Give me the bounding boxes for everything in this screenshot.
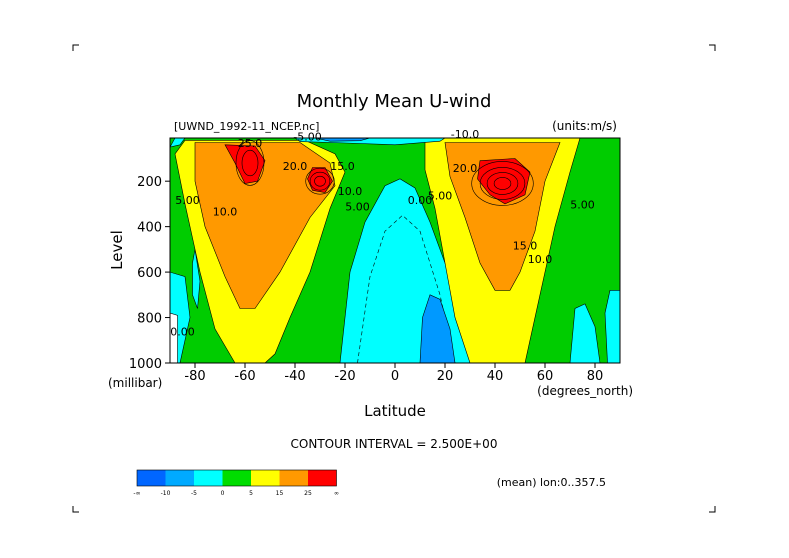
y-tick-label: 800 — [137, 312, 162, 327]
contour-label: 20.0 — [283, 160, 308, 173]
contour-label: 5.00 — [570, 198, 595, 211]
x-units-label: (degrees_north) — [537, 384, 633, 398]
isoline-north-jet — [471, 161, 534, 206]
contour-label: 0.00 — [408, 194, 433, 207]
legend-swatch — [251, 470, 280, 486]
isoline-north-jet — [486, 172, 519, 195]
contour-label: 5.00 — [175, 194, 200, 207]
y-tick-label: 400 — [137, 221, 162, 236]
x-tick-label: 60 — [537, 369, 554, 384]
legend-tick-label: ∞ — [334, 490, 339, 497]
y-axis-label: Level — [108, 230, 126, 270]
x-tick-label: -40 — [284, 369, 305, 384]
crop-mark — [72, 44, 79, 51]
isoline-north-jet — [479, 167, 526, 200]
legend-swatch — [279, 470, 308, 486]
x-axis-label: Latitude — [364, 402, 426, 420]
legend-tick-label: 25 — [304, 490, 312, 497]
legend-swatch — [308, 470, 337, 486]
isoline-north-jet — [493, 177, 512, 190]
contour-line-dashed — [357, 214, 456, 363]
isoline-south-jet — [235, 140, 265, 186]
contour-band-strong-easterly — [419, 294, 456, 363]
legend-tick-label: -10 — [161, 490, 171, 497]
dataset-label: [UWND_1992-11_NCEP.nc] — [174, 120, 319, 133]
contour-label: 20.0 — [453, 162, 478, 175]
contour-interval-text: CONTOUR INTERVAL = 2.500E+00 — [291, 437, 498, 451]
contour-label: 5.00 — [428, 189, 453, 202]
chart-title: Monthly Mean U-wind — [297, 91, 492, 112]
crop-mark — [72, 506, 79, 513]
x-tick-label: 0 — [391, 369, 399, 384]
x-tick-label: -80 — [184, 369, 205, 384]
contour-label: 15.0 — [513, 239, 538, 252]
contour-band-polar-north — [569, 303, 601, 363]
contour-label: -5.00 — [293, 130, 321, 143]
contour-label: 0.00 — [170, 326, 195, 339]
contour-band-polar-north — [604, 290, 620, 363]
y-tick-label: 600 — [137, 266, 162, 281]
legend-swatch — [194, 470, 223, 486]
legend-tick-label: 15 — [276, 490, 284, 497]
x-tick-label: -20 — [334, 369, 355, 384]
footer-note: (mean) lon:0..357.5 — [497, 476, 606, 489]
contour-label: 25.0 — [238, 137, 263, 150]
isoline-south-jet — [309, 171, 331, 191]
contour-band-upper-easterly-strong — [314, 138, 371, 142]
contour-band-jet-south-25 — [224, 144, 266, 184]
isoline-south-jet — [314, 175, 326, 187]
legend-tick-label: -5 — [191, 490, 197, 497]
contour-band-jet-south-15 — [194, 142, 336, 309]
contour-field — [170, 138, 620, 363]
legend-swatch — [165, 470, 194, 486]
contour-label: 10.0 — [528, 253, 553, 266]
contour-band-upper-polar — [170, 138, 186, 148]
contour-band-jet-south-25b — [307, 167, 333, 193]
y-tick-label: 200 — [137, 175, 162, 190]
contour-label: 5.00 — [345, 201, 370, 214]
legend-swatch — [137, 470, 166, 486]
isoline-south-jet — [241, 149, 259, 177]
crop-mark — [709, 506, 716, 513]
isoline-south-jet — [305, 167, 335, 195]
contour-label: 15.0 — [330, 160, 355, 173]
legend-swatch — [222, 470, 251, 486]
legend-tick-label: 0 — [221, 490, 225, 497]
x-tick-label: 40 — [487, 369, 504, 384]
contour-label: -10.0 — [451, 128, 479, 141]
contour-band-jet-north-15 — [444, 142, 561, 291]
x-tick-label: -60 — [234, 369, 255, 384]
y-units-label: (millibar) — [108, 376, 162, 390]
legend-tick-label: -∞ — [133, 490, 140, 497]
crop-mark — [709, 44, 716, 51]
x-tick-label: 20 — [437, 369, 454, 384]
missing-data-patch — [170, 312, 178, 363]
contour-label: 10.0 — [213, 205, 238, 218]
x-tick-label: 80 — [587, 369, 604, 384]
contour-label: 10.0 — [338, 185, 363, 198]
units-label: (units:m/s) — [552, 119, 617, 133]
legend-tick-label: 5 — [249, 490, 253, 497]
contour-band-polar-south — [192, 249, 201, 309]
legend-frame — [136, 469, 337, 487]
y-tick-label: 1000 — [129, 357, 162, 372]
